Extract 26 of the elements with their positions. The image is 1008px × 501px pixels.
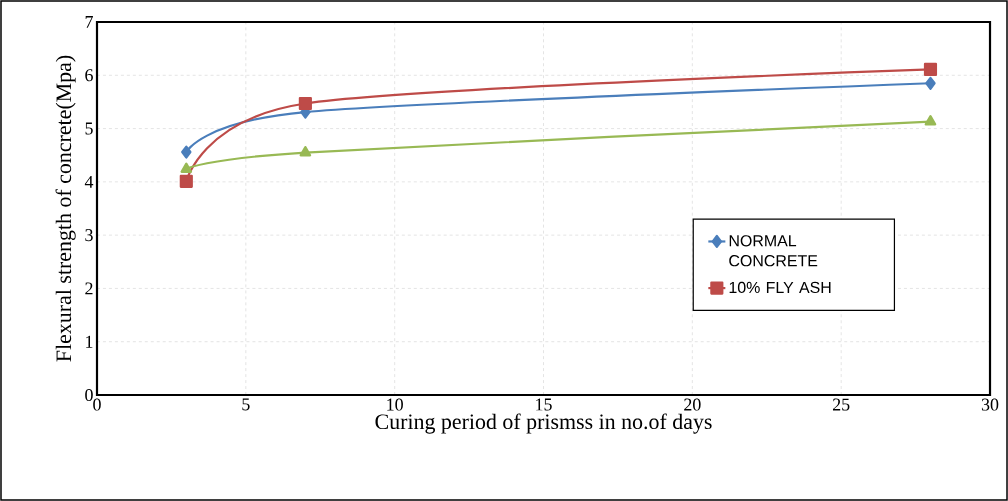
y-tick-label: 5 (85, 122, 93, 135)
y-axis-title: Flexural strength of concrete(Mpa) (55, 55, 76, 362)
legend-label: 10% FLY ASH (729, 281, 831, 294)
point (925, 76, 936, 90)
point (923, 62, 938, 76)
y-tick-label: 3 (85, 229, 93, 242)
y-tick-label: 7 (85, 16, 93, 28)
x-tick-label: 5 (242, 398, 250, 411)
point (299, 145, 312, 157)
point (924, 115, 937, 126)
x-axis-title: Curing period of prismss in no.of days (375, 413, 712, 434)
x-tick-label: 15 (536, 398, 552, 411)
x-tick-label: 20 (684, 398, 701, 411)
y-tick-label: 1 (86, 335, 93, 348)
point (180, 162, 193, 173)
x-tick-label: 25 (832, 398, 850, 411)
x-tick-label: 30 (981, 398, 999, 411)
point (181, 145, 192, 159)
y-tick-label: 4 (84, 175, 94, 188)
point (179, 174, 193, 188)
x-tick-label: 10 (387, 398, 403, 411)
y-tick-label: 0 (85, 388, 93, 402)
point (298, 96, 312, 111)
legend-label: NORMAL CONCRETE (729, 235, 818, 267)
y-tick-label: 2 (85, 282, 93, 295)
y-tick-label: 6 (85, 69, 93, 82)
